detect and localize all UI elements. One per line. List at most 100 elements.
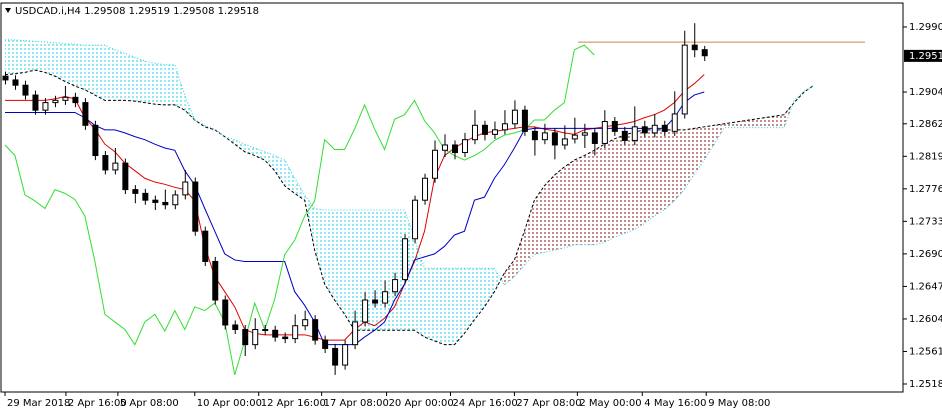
cloud-segment bbox=[324, 210, 335, 301]
candle-body bbox=[92, 124, 99, 157]
cloud-segment bbox=[494, 268, 505, 292]
candle-body bbox=[631, 126, 638, 141]
y-tick-label: 1.27330 bbox=[909, 216, 942, 227]
cloud-segment bbox=[144, 61, 155, 105]
cloud-segment bbox=[754, 117, 765, 128]
candle-body bbox=[142, 192, 149, 201]
candle-body bbox=[282, 336, 289, 340]
x-tick-label: 9 May 08:00 bbox=[708, 398, 770, 409]
cloud-segment bbox=[584, 150, 595, 245]
candle-body bbox=[242, 329, 249, 346]
y-tick-label: 1.26470 bbox=[909, 281, 942, 292]
cloud-segment bbox=[274, 155, 285, 186]
cloud-segment bbox=[234, 139, 245, 152]
candle-body bbox=[621, 130, 628, 141]
candle-body bbox=[501, 123, 508, 131]
candle-body bbox=[471, 124, 478, 141]
candle-body bbox=[42, 102, 49, 111]
cloud-segment bbox=[74, 44, 85, 90]
cloud-segment bbox=[344, 210, 355, 331]
cloud-segment bbox=[104, 45, 115, 101]
candle-body bbox=[481, 124, 488, 135]
y-tick-label: 1.26900 bbox=[909, 249, 942, 260]
cloud-segment bbox=[644, 129, 655, 224]
cloud-segment bbox=[554, 166, 565, 251]
x-tick-label: 29 Mar 2018 bbox=[7, 398, 70, 409]
cloud-segment bbox=[184, 95, 195, 121]
candle-body bbox=[392, 279, 399, 293]
candle-body bbox=[671, 113, 678, 132]
x-tick-label: 20 Apr 00:00 bbox=[389, 398, 454, 409]
indicator-line bbox=[4, 44, 595, 376]
candle-body bbox=[32, 94, 39, 111]
cloud-segment bbox=[574, 155, 585, 245]
cloud-segment bbox=[544, 175, 555, 253]
candle-body bbox=[232, 324, 239, 331]
cloud-segment bbox=[594, 144, 605, 245]
candle-body bbox=[132, 189, 139, 194]
candle-body bbox=[2, 75, 9, 81]
candle-body bbox=[452, 144, 458, 154]
candle-body bbox=[22, 84, 29, 96]
candle-body bbox=[412, 199, 419, 240]
cloud-segment bbox=[504, 259, 515, 285]
candle-body bbox=[442, 144, 449, 151]
cloud-segment bbox=[774, 114, 785, 128]
cloud-segment bbox=[134, 57, 145, 103]
candle-body bbox=[162, 201, 169, 206]
y-tick-label: 1.28190 bbox=[909, 151, 942, 162]
candle-body bbox=[661, 124, 668, 132]
cloud-segment bbox=[334, 210, 345, 315]
candle-body bbox=[561, 138, 568, 146]
cloud-segment bbox=[654, 129, 665, 217]
candle-body bbox=[102, 155, 109, 171]
y-tick-label: 1.29040 bbox=[909, 87, 942, 98]
candle-body bbox=[531, 130, 538, 141]
candle-body bbox=[252, 329, 259, 346]
x-tick-label: 17 Apr 08:00 bbox=[324, 398, 389, 409]
cloud-segment bbox=[14, 39, 25, 74]
candle-body bbox=[342, 344, 349, 366]
x-tick-label: 24 Apr 16:00 bbox=[453, 398, 518, 409]
candle-body bbox=[62, 96, 69, 101]
cloud-segment bbox=[744, 119, 755, 128]
candle-body bbox=[352, 321, 359, 346]
cloud-segment bbox=[314, 208, 325, 285]
cloud-segment bbox=[284, 160, 295, 194]
candle-body bbox=[601, 121, 608, 144]
x-tick-label: 2 May 00:00 bbox=[579, 398, 641, 409]
candle-body bbox=[641, 126, 648, 134]
x-tick-label: 27 Apr 08:00 bbox=[516, 398, 581, 409]
cloud-segment bbox=[24, 40, 35, 73]
cloud-segment bbox=[124, 53, 135, 102]
x-tick-label: 10 Apr 00:00 bbox=[197, 398, 262, 409]
candle-body bbox=[122, 162, 129, 191]
candle-body bbox=[52, 99, 59, 104]
cloud-segment bbox=[524, 200, 535, 266]
cloud-segment bbox=[454, 268, 465, 345]
cloud-segment bbox=[264, 151, 275, 171]
cloud-segment bbox=[664, 129, 675, 211]
candle-body bbox=[362, 299, 369, 323]
candle-body bbox=[551, 132, 558, 146]
last-price-box bbox=[904, 49, 942, 62]
cloud-segment bbox=[154, 63, 165, 105]
cloud-segment bbox=[4, 39, 15, 75]
cloud-segment bbox=[564, 160, 575, 248]
candle-body bbox=[182, 181, 189, 196]
candle-body bbox=[591, 132, 598, 144]
candle-body bbox=[172, 194, 179, 206]
y-tick-label: 1.27760 bbox=[909, 184, 942, 195]
y-tick-label: 1.25610 bbox=[909, 346, 942, 357]
candle-body bbox=[701, 49, 708, 57]
candle-body bbox=[432, 149, 439, 179]
candle-body bbox=[402, 238, 409, 281]
candle-body bbox=[322, 339, 329, 349]
candle-body bbox=[202, 230, 209, 262]
candle-body bbox=[681, 44, 688, 115]
candle-body bbox=[372, 299, 379, 304]
candle-body bbox=[222, 299, 229, 326]
candle-body bbox=[192, 181, 199, 232]
chart-title: USDCAD.i,H4 1.29508 1.29519 1.29508 1.29… bbox=[15, 6, 259, 17]
